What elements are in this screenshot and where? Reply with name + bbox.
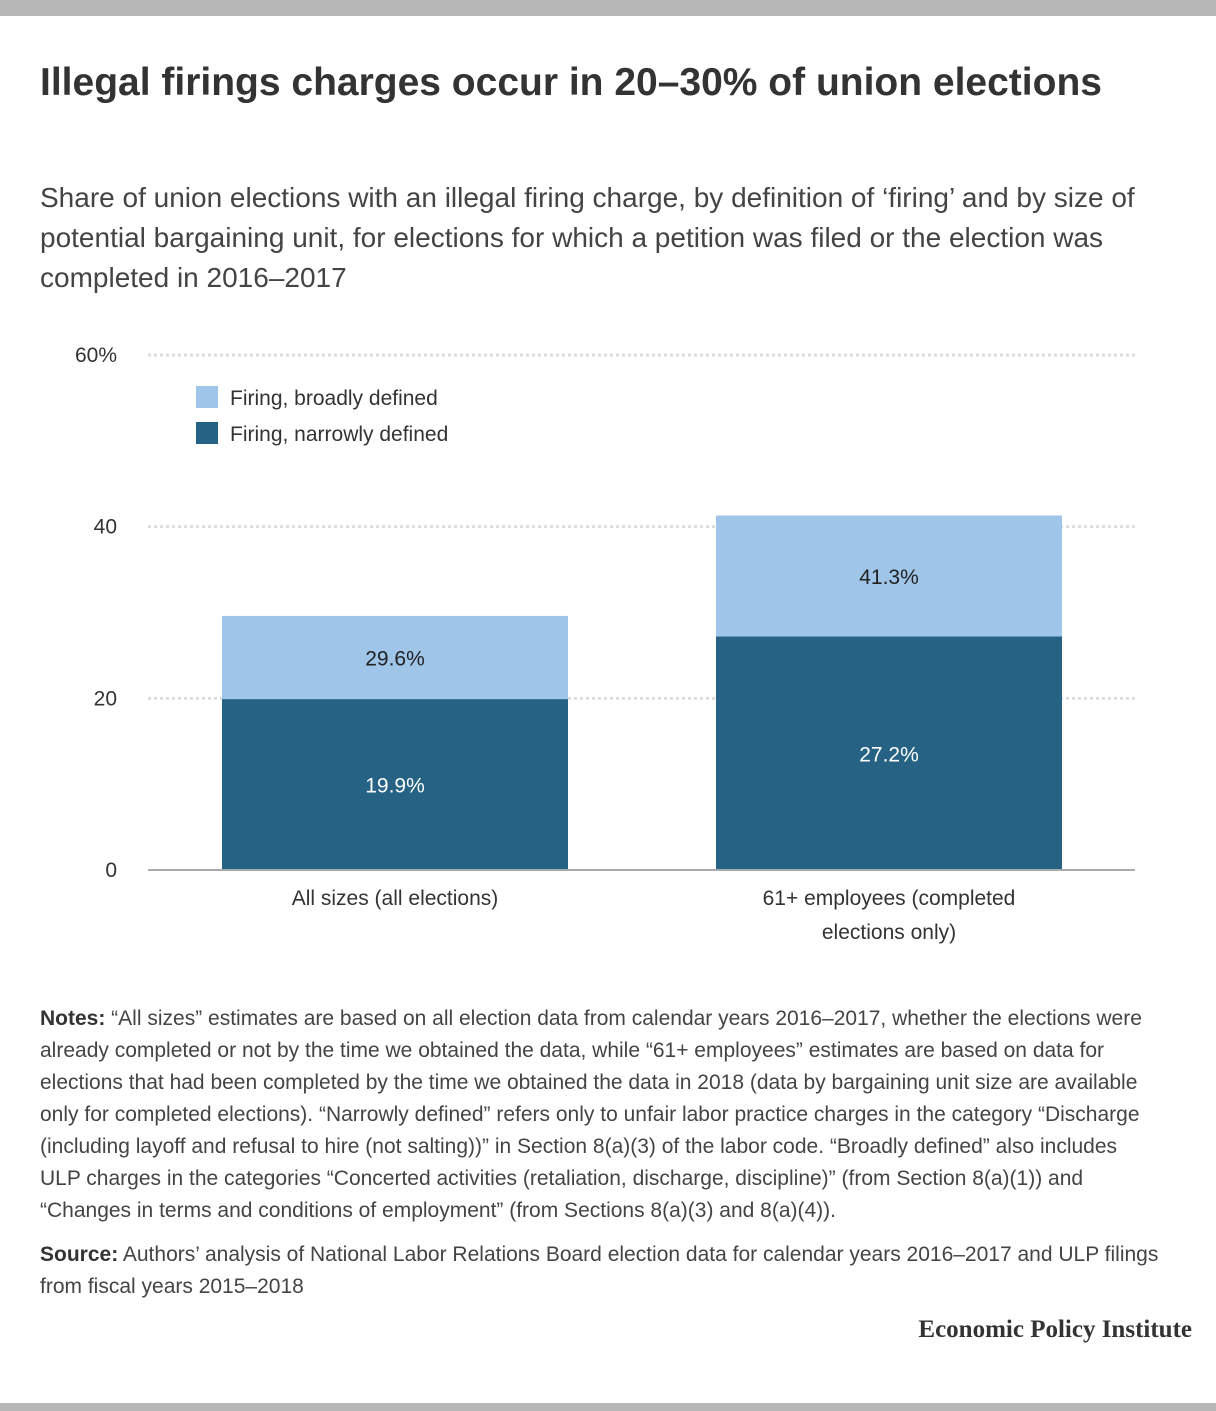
notes-label: Notes: [40, 1007, 106, 1030]
notes-section: Notes: “All sizes” estimates are based o… [40, 1003, 1160, 1315]
notes-paragraph: Notes: “All sizes” estimates are based o… [40, 1003, 1160, 1227]
x-category-label: 61+ employees (completed [763, 887, 1016, 910]
bar-narrow [222, 699, 568, 870]
data-label-broad: 29.6% [365, 648, 425, 671]
legend-label: Firing, narrowly defined [230, 423, 448, 446]
legend-swatch [196, 422, 218, 444]
data-label-narrow: 19.9% [365, 775, 425, 798]
chart-title: Illegal firings charges occur in 20–30% … [40, 61, 1102, 104]
notes-text: “All sizes” estimates are based on all e… [40, 1007, 1142, 1222]
chart-subtitle: Share of union elections with an illegal… [40, 182, 1135, 293]
y-tick-label: 0 [105, 859, 117, 882]
brand-logo: Economic Policy Institute [918, 1316, 1192, 1343]
legend-swatch [196, 386, 218, 408]
bar-narrow [716, 636, 1062, 870]
source-text: Authors’ analysis of National Labor Rela… [40, 1243, 1159, 1298]
top-border [0, 0, 1216, 16]
x-category-label: elections only) [822, 921, 956, 944]
bottom-border [0, 1403, 1216, 1411]
data-label-broad: 41.3% [859, 566, 919, 589]
y-tick-label: 40 [94, 516, 117, 539]
legend-label: Firing, broadly defined [230, 387, 438, 410]
y-tick-label: 20 [94, 687, 117, 710]
x-category-label: All sizes (all elections) [292, 887, 499, 910]
stacked-bar-chart: 0 20 40 60% 29.6% 19.9% All sizes (all electio… [75, 344, 1135, 944]
source-paragraph: Source: Authors’ analysis of National La… [40, 1239, 1160, 1303]
y-tick-label: 60% [75, 344, 117, 367]
source-label: Source: [40, 1243, 119, 1266]
data-label-narrow: 27.2% [859, 743, 919, 766]
